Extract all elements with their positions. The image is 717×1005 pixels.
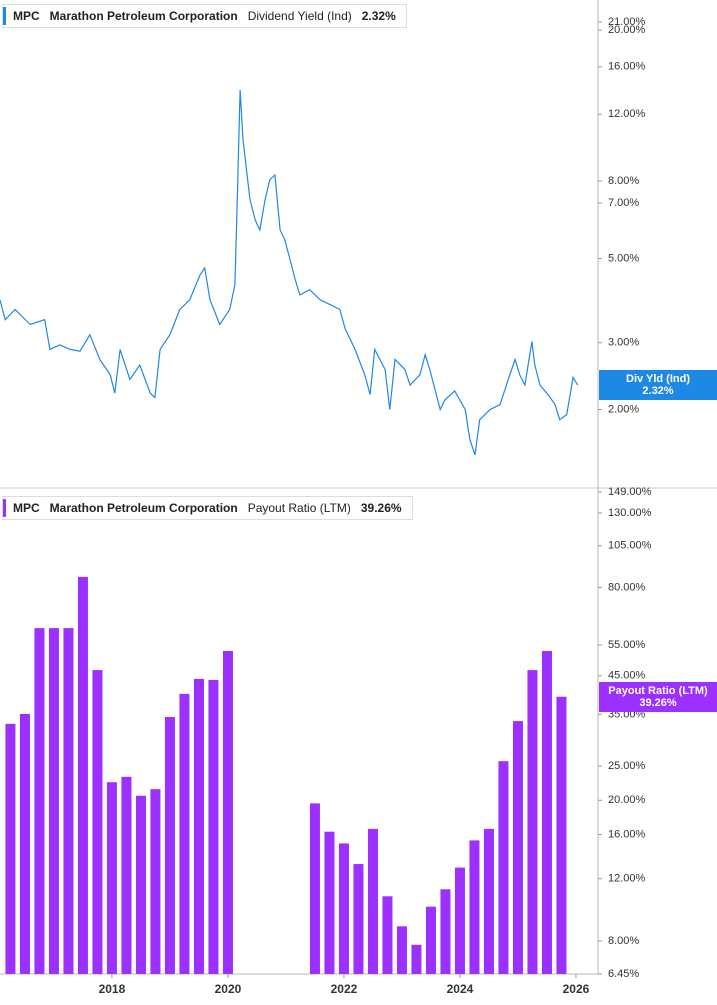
company: Marathon Petroleum Corporation <box>49 501 238 515</box>
company: Marathon Petroleum Corporation <box>49 9 238 23</box>
y-tick-label: 80.00% <box>608 581 646 593</box>
y-tick-label: 6.45% <box>608 968 639 980</box>
bar <box>208 679 219 974</box>
badge-label: Payout Ratio (LTM) <box>608 684 708 697</box>
bar <box>106 782 117 974</box>
bar <box>367 828 378 974</box>
y-tick-label: 20.00% <box>608 794 646 806</box>
badge-value: 2.32% <box>642 385 674 398</box>
bar <box>353 864 364 974</box>
y-tick-label: 25.00% <box>608 760 646 772</box>
bar <box>179 693 190 974</box>
bar <box>222 650 233 974</box>
metric: Payout Ratio (LTM) <box>247 501 351 515</box>
y-tick-label: 16.00% <box>608 61 646 73</box>
y-tick-label: 7.00% <box>608 197 639 209</box>
bar <box>527 670 538 974</box>
bar <box>338 843 349 974</box>
bar <box>309 803 320 974</box>
bar <box>77 576 88 974</box>
bar <box>411 944 422 974</box>
bar <box>541 650 552 974</box>
legend-swatch <box>3 499 6 517</box>
bar <box>483 828 494 974</box>
y-tick-label: 12.00% <box>608 108 646 120</box>
bar <box>19 713 30 974</box>
bar <box>48 628 59 974</box>
ticker: MPC <box>13 9 40 23</box>
x-tick-label: 2022 <box>331 982 358 996</box>
value-badge: Div Yld (Ind) 2.32% <box>599 370 717 401</box>
y-tick-label: 12.00% <box>608 873 646 885</box>
bar <box>324 831 335 974</box>
y-tick-label: 45.00% <box>608 670 646 682</box>
bar <box>425 906 436 974</box>
y-tick-label: 2.00% <box>608 403 639 415</box>
bar <box>121 776 132 974</box>
bar <box>193 678 204 974</box>
badge-value: 39.26% <box>639 696 677 709</box>
metric: Dividend Yield (Ind) <box>247 9 352 23</box>
bar <box>556 696 567 974</box>
bar <box>440 889 451 974</box>
bar <box>5 723 16 974</box>
value-badge: Payout Ratio (LTM) 39.26% <box>599 681 717 712</box>
bar <box>454 867 465 974</box>
bar <box>469 840 480 974</box>
bar <box>382 896 393 974</box>
y-tick-label: 21.00% <box>608 16 646 28</box>
x-tick-label: 2020 <box>215 982 242 996</box>
x-tick-label: 2026 <box>563 982 590 996</box>
bar <box>135 795 146 974</box>
y-tick-label: 16.00% <box>608 828 646 840</box>
legend-swatch <box>3 7 6 25</box>
bar <box>92 670 103 974</box>
current-value: 39.26% <box>360 501 402 515</box>
badge-label: Div Yld (Ind) <box>626 373 690 386</box>
legend-header: MPC Marathon Petroleum Corporation Payout … <box>2 496 413 520</box>
y-tick-label: 55.00% <box>608 639 646 651</box>
y-tick-label: 105.00% <box>608 540 652 552</box>
y-tick-label: 130.00% <box>608 507 652 519</box>
bar <box>498 761 509 974</box>
y-tick-label: 3.00% <box>608 337 639 349</box>
y-tick-label: 8.00% <box>608 175 639 187</box>
y-tick-label: 20.00% <box>608 24 646 36</box>
ticker: MPC <box>13 501 40 515</box>
bar <box>150 789 161 974</box>
bar <box>63 628 74 974</box>
current-value: 2.32% <box>361 9 396 23</box>
bar <box>164 717 175 974</box>
x-tick-label: 2024 <box>447 982 474 996</box>
bar <box>512 721 523 974</box>
y-tick-label: 149.00% <box>608 486 652 498</box>
bar <box>34 628 45 974</box>
legend-header: MPC Marathon Petroleum Corporation Dividen… <box>2 4 407 28</box>
x-tick-label: 2018 <box>99 982 126 996</box>
bar <box>396 926 407 974</box>
y-tick-label: 5.00% <box>608 252 639 264</box>
y-tick-label: 8.00% <box>608 935 639 947</box>
yield-line <box>0 89 579 455</box>
